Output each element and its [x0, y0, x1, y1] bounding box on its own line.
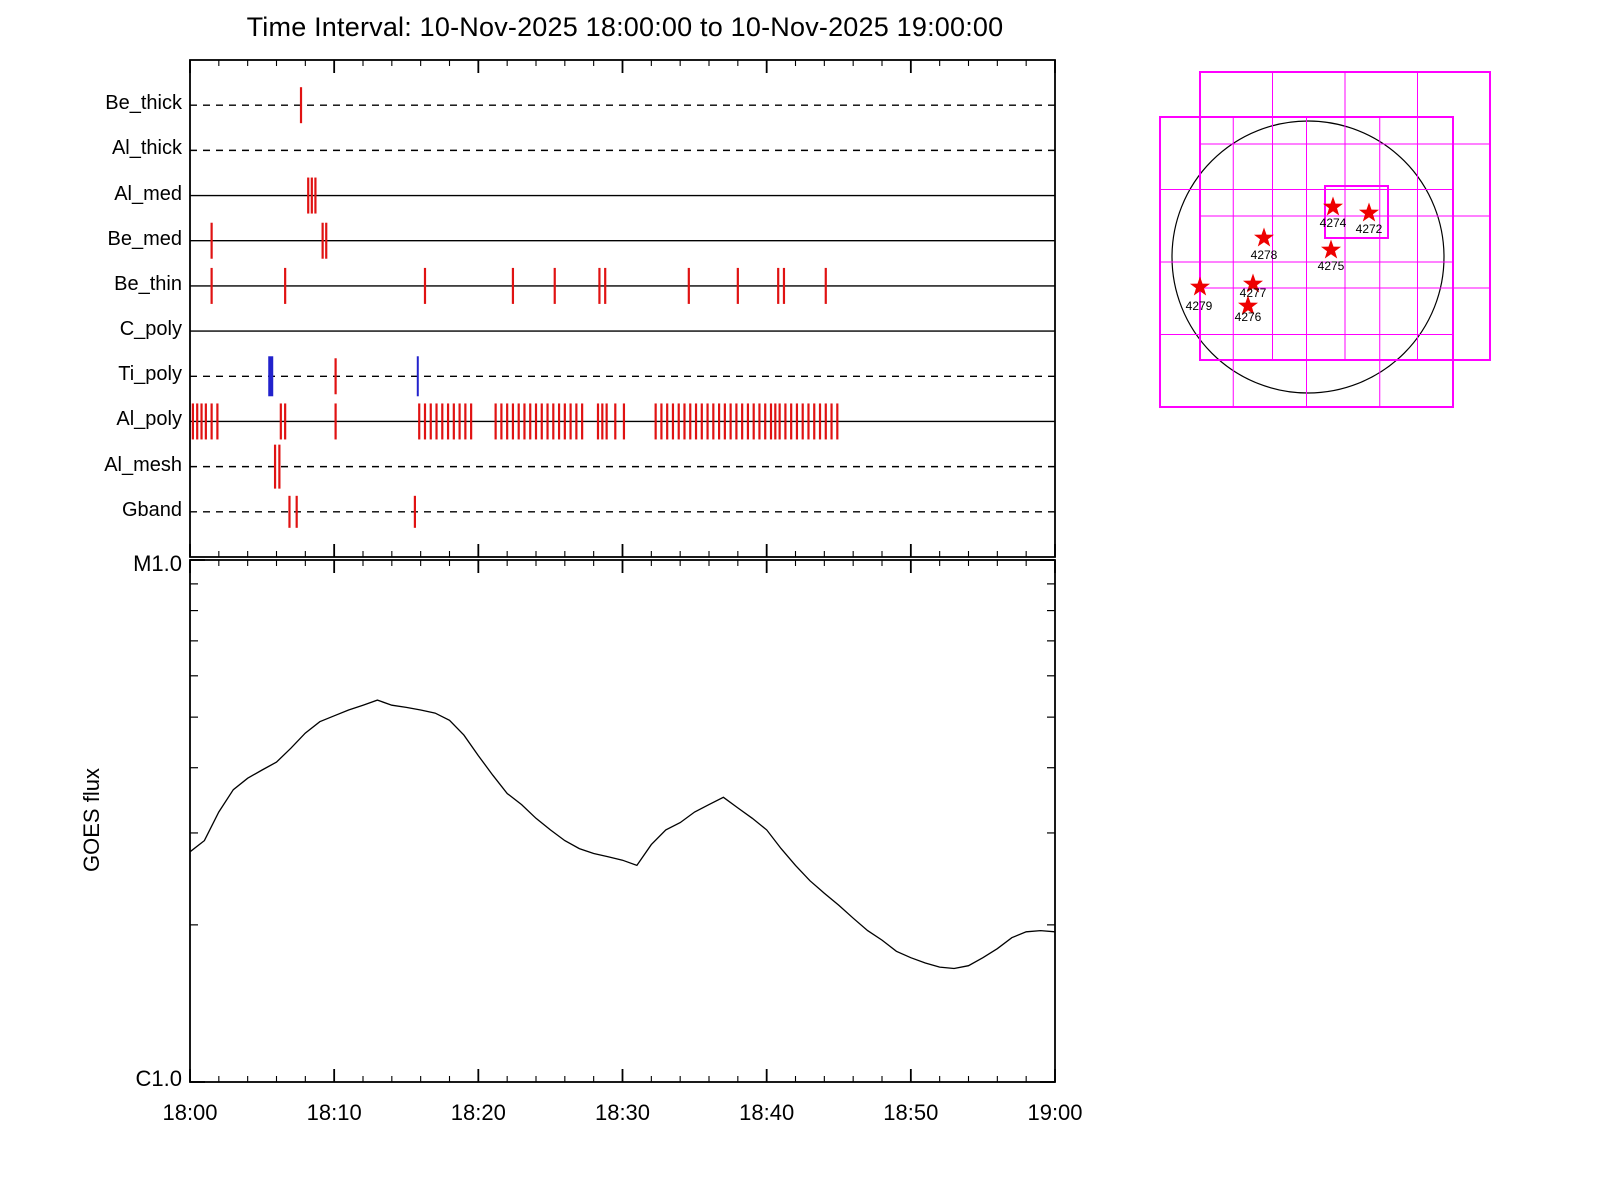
x-tick-label-18:40: 18:40	[739, 1100, 795, 1125]
active-region-label-4278: 4278	[1251, 248, 1278, 262]
active-region-star-4272	[1359, 202, 1379, 222]
x-tick-label-18:00: 18:00	[162, 1100, 218, 1125]
channel-label-Al_poly: Al_poly	[116, 408, 182, 431]
active-region-label-4272: 4272	[1356, 222, 1383, 236]
goes-ytick-bottom-label: C1.0	[135, 1066, 182, 1091]
active-region-star-4278	[1254, 227, 1274, 247]
active-region-star-4274	[1323, 196, 1343, 216]
fov-box-2	[1324, 185, 1389, 239]
active-region-label-4276: 4276	[1235, 310, 1262, 324]
goes-panel-frame	[189, 559, 1056, 1083]
channel-label-Ti_poly: Ti_poly	[118, 363, 182, 386]
active-region-label-4275: 4275	[1318, 259, 1345, 273]
page-title: Time Interval: 10-Nov-2025 18:00:00 to 1…	[246, 12, 1004, 42]
channel-label-Al_mesh: Al_mesh	[104, 453, 182, 476]
active-region-star-4276	[1238, 295, 1258, 315]
solar-pointing-map: 4274 4272 4278 4275 4277 4279 4276	[1159, 71, 1491, 408]
solar-limb-circle	[1171, 120, 1445, 394]
goes-y-axis-label: GOES flux	[79, 768, 104, 872]
x-tick-label-18:50: 18:50	[883, 1100, 939, 1125]
x-tick-label-18:30: 18:30	[594, 1100, 651, 1125]
goes-flux-curve	[189, 699, 1056, 970]
active-region-star-4275	[1321, 239, 1341, 259]
x-tick-label-18:10: 18:10	[306, 1100, 362, 1125]
channel-label-Be_thick: Be_thick	[105, 92, 182, 115]
active-region-label-4279: 4279	[1186, 299, 1213, 313]
channel-label-C_poly: C_poly	[119, 318, 182, 341]
channel-label-Be_med: Be_med	[107, 227, 183, 250]
active-region-star-4279	[1190, 276, 1210, 296]
active-region-star-4277	[1243, 273, 1263, 293]
channel-label-Gband: Gband	[121, 498, 182, 521]
channel-label-Be_thin: Be_thin	[114, 272, 182, 295]
x-tick-label-19:00: 19:00	[1027, 1100, 1083, 1125]
active-region-label-4274: 4274	[1320, 216, 1347, 230]
goes-ytick-top-label: M1.0	[133, 551, 182, 576]
x-tick-label-18:20: 18:20	[450, 1100, 506, 1125]
timeline-panel-frame	[189, 59, 1056, 558]
channel-label-Al_med: Al_med	[114, 182, 182, 205]
channel-label-Al_thick: Al_thick	[111, 137, 182, 160]
active-region-label-4277: 4277	[1240, 286, 1267, 300]
